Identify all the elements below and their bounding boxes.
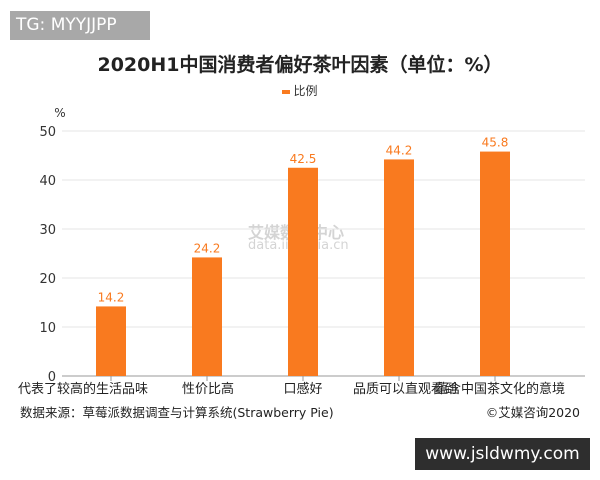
legend-swatch <box>282 89 291 94</box>
bar <box>480 151 510 376</box>
x-tick-label: 性价比高 <box>182 381 234 397</box>
site-watermark: www.jsldwmy.com <box>415 438 590 470</box>
watermark-tag: TG: MYYJJPP <box>10 11 150 40</box>
y-tick-label: 20 <box>39 272 56 287</box>
x-tick-label: 代表了较高的生活品味 <box>18 381 148 397</box>
bar <box>288 167 318 376</box>
data-label: 14.2 <box>98 290 125 304</box>
chart-title: 2020H1中国消费者偏好茶叶因素（单位：%） <box>97 54 503 76</box>
y-tick-label: 0 <box>48 370 56 385</box>
source-note: 数据来源：草莓派数据调查与计算系统(Strawberry Pie) <box>20 405 334 420</box>
y-axis-label: % <box>54 106 65 120</box>
x-tick-label: 口感好 <box>283 381 322 397</box>
x-tick-label: 品质可以直观看到 <box>353 381 457 397</box>
x-tick-label: 蕴含中国茶文化的意境 <box>435 381 565 397</box>
data-label: 45.8 <box>482 136 509 150</box>
data-label: 42.5 <box>290 152 317 166</box>
legend: 比例 <box>0 82 600 99</box>
data-label: 24.2 <box>194 241 221 255</box>
data-label: 44.2 <box>386 143 413 157</box>
y-tick-label: 30 <box>39 223 56 238</box>
y-tick-label: 10 <box>39 321 56 336</box>
copyright: ©艾媒咨询2020 <box>485 405 580 420</box>
bar <box>192 257 222 376</box>
legend-label: 比例 <box>293 84 318 98</box>
bar <box>384 159 414 376</box>
bar <box>96 306 126 376</box>
y-tick-label: 50 <box>39 125 56 140</box>
y-tick-label: 40 <box>39 174 56 189</box>
